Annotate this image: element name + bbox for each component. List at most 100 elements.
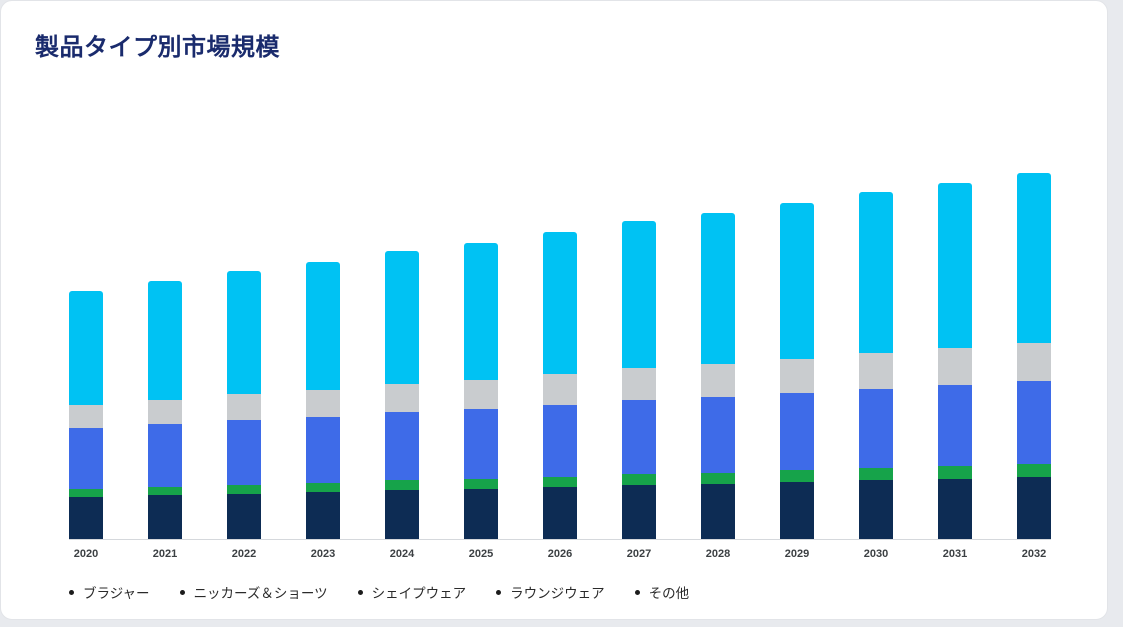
bar-2032[interactable] bbox=[1017, 173, 1051, 539]
bar-segment-2031[interactable] bbox=[938, 466, 972, 479]
bar-segment-2027[interactable] bbox=[622, 400, 656, 474]
bar-2022[interactable] bbox=[227, 271, 261, 539]
bar-segment-2020[interactable] bbox=[69, 489, 103, 497]
bar-segment-2023[interactable] bbox=[306, 262, 340, 390]
x-axis-label-2029: 2029 bbox=[784, 548, 810, 560]
x-axis-label-2032: 2032 bbox=[1021, 548, 1047, 560]
bar-segment-2029[interactable] bbox=[780, 482, 814, 539]
bar-segment-2030[interactable] bbox=[859, 389, 893, 468]
bar-segment-2032[interactable] bbox=[1017, 477, 1051, 539]
bar-segment-2023[interactable] bbox=[306, 483, 340, 492]
bar-segment-2026[interactable] bbox=[543, 477, 577, 487]
bar-2025[interactable] bbox=[464, 243, 498, 539]
bar-2028[interactable] bbox=[701, 213, 735, 539]
x-axis-label-2020: 2020 bbox=[73, 548, 99, 560]
bar-segment-2022[interactable] bbox=[227, 271, 261, 394]
bar-segment-2028[interactable] bbox=[701, 484, 735, 539]
chart-legend: ブラジャー ニッカーズ＆ショーツ シェイプウェア ラウンジウェア その他 bbox=[69, 582, 1107, 602]
x-axis-label-2031: 2031 bbox=[942, 548, 968, 560]
bar-segment-2030[interactable] bbox=[859, 192, 893, 353]
bar-segment-2022[interactable] bbox=[227, 485, 261, 494]
bar-segment-2031[interactable] bbox=[938, 183, 972, 348]
bar-2024[interactable] bbox=[385, 251, 419, 539]
x-axis-label-2028: 2028 bbox=[705, 548, 731, 560]
legend-item[interactable]: ラウンジウェア bbox=[496, 582, 605, 602]
bar-segment-2028[interactable] bbox=[701, 397, 735, 473]
bar-segment-2027[interactable] bbox=[622, 368, 656, 400]
legend-item[interactable]: シェイプウェア bbox=[357, 582, 466, 602]
bar-segment-2027[interactable] bbox=[622, 221, 656, 368]
bar-segment-2032[interactable] bbox=[1017, 173, 1051, 343]
legend-bullet-icon bbox=[634, 589, 640, 595]
legend-item[interactable]: ニッカーズ＆ショーツ bbox=[179, 582, 328, 602]
legend-label: ブラジャー bbox=[83, 586, 150, 601]
legend-label: その他 bbox=[648, 586, 690, 601]
bar-segment-2022[interactable] bbox=[227, 420, 261, 485]
legend-item[interactable]: その他 bbox=[634, 582, 690, 602]
bar-segment-2026[interactable] bbox=[543, 405, 577, 477]
x-axis-label-2024: 2024 bbox=[389, 548, 415, 560]
bar-segment-2024[interactable] bbox=[385, 480, 419, 490]
bar-2027[interactable] bbox=[622, 221, 656, 539]
bar-segment-2032[interactable] bbox=[1017, 381, 1051, 464]
bar-segment-2022[interactable] bbox=[227, 394, 261, 420]
bar-segment-2025[interactable] bbox=[464, 489, 498, 539]
bar-2031[interactable] bbox=[938, 183, 972, 539]
bar-segment-2031[interactable] bbox=[938, 479, 972, 539]
bar-2030[interactable] bbox=[859, 192, 893, 539]
legend-label: ラウンジウェア bbox=[510, 586, 605, 601]
bar-2029[interactable] bbox=[780, 203, 814, 539]
bar-segment-2032[interactable] bbox=[1017, 464, 1051, 477]
bar-segment-2026[interactable] bbox=[543, 487, 577, 539]
bar-segment-2020[interactable] bbox=[69, 405, 103, 428]
bar-segment-2021[interactable] bbox=[148, 495, 182, 539]
bar-segment-2024[interactable] bbox=[385, 412, 419, 480]
bar-segment-2023[interactable] bbox=[306, 492, 340, 539]
bar-segment-2030[interactable] bbox=[859, 480, 893, 539]
bar-segment-2024[interactable] bbox=[385, 251, 419, 384]
bar-segment-2021[interactable] bbox=[148, 400, 182, 424]
x-axis-label-2027: 2027 bbox=[626, 548, 652, 560]
bar-segment-2020[interactable] bbox=[69, 291, 103, 405]
bar-segment-2023[interactable] bbox=[306, 390, 340, 417]
bar-segment-2030[interactable] bbox=[859, 353, 893, 389]
bar-segment-2025[interactable] bbox=[464, 243, 498, 380]
bar-segment-2029[interactable] bbox=[780, 359, 814, 393]
bar-segment-2031[interactable] bbox=[938, 348, 972, 385]
bar-segment-2031[interactable] bbox=[938, 385, 972, 466]
bar-segment-2021[interactable] bbox=[148, 424, 182, 487]
bar-segment-2025[interactable] bbox=[464, 409, 498, 479]
x-axis-label-2026: 2026 bbox=[547, 548, 573, 560]
bar-segment-2025[interactable] bbox=[464, 380, 498, 409]
chart-plot-area bbox=[69, 138, 1051, 540]
bar-segment-2025[interactable] bbox=[464, 479, 498, 489]
bar-segment-2020[interactable] bbox=[69, 428, 103, 489]
bar-segment-2029[interactable] bbox=[780, 393, 814, 470]
bar-2026[interactable] bbox=[543, 232, 577, 539]
bar-2023[interactable] bbox=[306, 262, 340, 539]
bar-segment-2021[interactable] bbox=[148, 281, 182, 400]
bar-segment-2024[interactable] bbox=[385, 384, 419, 412]
bar-segment-2021[interactable] bbox=[148, 487, 182, 495]
bar-segment-2028[interactable] bbox=[701, 473, 735, 484]
legend-item[interactable]: ブラジャー bbox=[69, 582, 150, 602]
bar-2021[interactable] bbox=[148, 281, 182, 539]
bar-segment-2020[interactable] bbox=[69, 497, 103, 539]
bar-segment-2027[interactable] bbox=[622, 485, 656, 539]
bar-segment-2022[interactable] bbox=[227, 494, 261, 539]
x-axis-label-2025: 2025 bbox=[468, 548, 494, 560]
bar-segment-2032[interactable] bbox=[1017, 343, 1051, 381]
bar-2020[interactable] bbox=[69, 291, 103, 539]
bar-segment-2026[interactable] bbox=[543, 374, 577, 405]
bar-segment-2028[interactable] bbox=[701, 213, 735, 364]
legend-bullet-icon bbox=[179, 589, 185, 595]
bar-segment-2029[interactable] bbox=[780, 203, 814, 359]
bar-segment-2030[interactable] bbox=[859, 468, 893, 480]
bar-segment-2027[interactable] bbox=[622, 474, 656, 485]
legend-label: ニッカーズ＆ショーツ bbox=[193, 586, 328, 601]
bar-segment-2026[interactable] bbox=[543, 232, 577, 374]
bar-segment-2024[interactable] bbox=[385, 490, 419, 539]
bar-segment-2023[interactable] bbox=[306, 417, 340, 483]
bar-segment-2028[interactable] bbox=[701, 364, 735, 397]
bar-segment-2029[interactable] bbox=[780, 470, 814, 482]
